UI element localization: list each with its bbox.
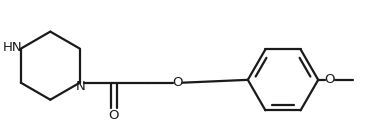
Text: N: N xyxy=(76,80,86,93)
Text: HN: HN xyxy=(3,41,23,54)
Text: O: O xyxy=(172,76,183,89)
Text: O: O xyxy=(109,109,119,122)
Text: O: O xyxy=(324,73,335,86)
